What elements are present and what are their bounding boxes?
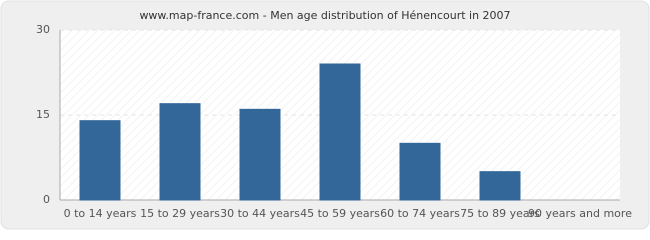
bar xyxy=(79,120,121,201)
x-tick-label: 0 to 14 years xyxy=(64,207,137,220)
y-tick-label: 30 xyxy=(36,23,50,36)
bar xyxy=(159,103,201,201)
x-tick-label: 15 to 29 years xyxy=(140,207,220,220)
bar xyxy=(239,108,281,201)
y-tick-label: 15 xyxy=(36,108,50,121)
x-tick-label: 90 years and more xyxy=(528,207,632,220)
chart: www.map-france.com - Men age distributio… xyxy=(0,0,650,230)
x-tick-label: 60 to 74 years xyxy=(380,207,460,220)
bar xyxy=(479,171,521,201)
page: www.map-france.com - Men age distributio… xyxy=(0,0,650,230)
x-tick-label: 75 to 89 years xyxy=(460,207,540,220)
x-tick-label: 45 to 59 years xyxy=(300,207,380,220)
bar xyxy=(399,142,441,201)
bar xyxy=(319,63,361,201)
x-tick-label: 30 to 44 years xyxy=(220,207,300,220)
chart-title: www.map-france.com - Men age distributio… xyxy=(139,9,510,22)
y-tick-label: 0 xyxy=(43,193,50,206)
